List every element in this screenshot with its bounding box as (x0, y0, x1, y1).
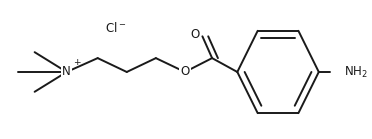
Text: N: N (62, 65, 71, 79)
Text: O: O (180, 65, 190, 79)
Text: +: + (73, 58, 80, 67)
Text: O: O (190, 28, 199, 41)
Text: Cl$^-$: Cl$^-$ (105, 21, 126, 35)
Text: NH$_2$: NH$_2$ (344, 64, 368, 80)
